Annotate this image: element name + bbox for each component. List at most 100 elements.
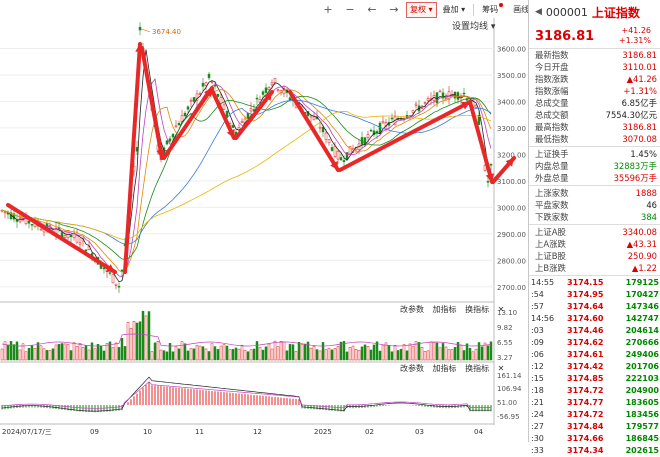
candle-body <box>276 89 280 91</box>
volume-bar <box>42 348 46 361</box>
volume-add-indicator-button[interactable]: 加指标 <box>432 305 457 314</box>
scroll-right-button[interactable]: → <box>389 3 399 16</box>
macd-edit-params-button[interactable]: 改参数 <box>400 364 424 373</box>
price-tick-label: 3600.00 <box>497 45 526 53</box>
volume-bar <box>192 348 196 361</box>
volume-bar <box>393 345 397 361</box>
volume-bar <box>132 320 136 361</box>
peak-value-label: 3674.40 <box>152 28 181 36</box>
tick-volume: 204900 <box>625 386 659 395</box>
volume-bar <box>36 342 40 361</box>
tick-price: 3174.60 <box>567 314 604 323</box>
trend-arrow-head <box>263 92 272 101</box>
volume-bar <box>438 347 442 361</box>
volume-bar <box>99 345 103 361</box>
set-moving-average-link[interactable]: 设置均线 ▾ <box>452 22 496 32</box>
kline-chart-svg[interactable]: 3600.00 3500.00 3400.00 3300.00 3200.00 3100.… <box>0 0 528 442</box>
prev-stock-icon[interactable]: ◀ <box>535 7 542 17</box>
macd-dea-line <box>1 381 491 409</box>
volume-bar <box>180 341 184 361</box>
time-axis-label: 09 <box>90 428 99 436</box>
ma120-line <box>1 110 492 240</box>
quote-header: ◀ 000001 上证指数 <box>529 0 660 24</box>
time-axis-label: 02 <box>365 428 374 436</box>
quote-row: 总成交额 7554.30亿元 <box>529 109 660 121</box>
candle-body <box>75 234 79 243</box>
volume-bar <box>381 344 385 361</box>
overlay-button[interactable]: 叠加 ▾ <box>442 5 466 14</box>
tick-time: 14:55 <box>531 278 555 287</box>
volume-bar <box>372 344 376 361</box>
adjust-button[interactable]: 复权 ▾ <box>406 2 437 18</box>
volume-bar <box>138 321 142 361</box>
tick-volume: 170427 <box>625 290 659 299</box>
candle-body <box>186 106 190 110</box>
scroll-left-button[interactable]: ← <box>367 3 377 16</box>
volume-bar <box>141 311 145 361</box>
tick-row: :06 3174.61 249406 <box>529 349 660 361</box>
volume-bar <box>456 342 460 361</box>
time-axis-label: 11 <box>195 428 204 436</box>
volume-bar <box>411 346 415 361</box>
volume-bar <box>201 346 205 361</box>
close-icon[interactable]: ✕ <box>497 364 505 373</box>
candle-body <box>255 97 259 100</box>
macd-add-indicator-button[interactable]: 加指标 <box>432 364 457 373</box>
macd-switch-indicator-button[interactable]: 换指标 <box>465 364 490 373</box>
volume-bar <box>408 343 412 361</box>
volume-bar <box>297 342 301 361</box>
price-tick-label: 2900.00 <box>497 231 526 239</box>
tick-price: 3174.77 <box>567 398 604 407</box>
trend-arrow <box>210 88 236 140</box>
volume-bar <box>300 344 304 361</box>
tick-volume: 142747 <box>625 314 659 323</box>
macd-tick-label: 51.00 <box>497 399 517 407</box>
volume-bar <box>324 349 328 361</box>
zoom-out-button[interactable]: − <box>345 3 355 16</box>
stock-name: 上证指数 <box>591 5 640 20</box>
tick-time: :18 <box>531 386 544 395</box>
price-tick-label: 3400.00 <box>497 98 526 106</box>
kline-chart-area[interactable]: 3600.00 3500.00 3400.00 3300.00 3200.00 3100.… <box>0 0 619 442</box>
volume-bar <box>291 344 295 361</box>
quote-row-label: 总成交量 <box>535 98 569 108</box>
volume-bar <box>387 345 391 361</box>
tick-volume: 183605 <box>625 398 659 407</box>
volume-bar <box>351 345 355 361</box>
tick-volume: 147346 <box>625 302 659 311</box>
volume-bar <box>213 346 217 361</box>
ma20-line <box>1 89 492 273</box>
tick-price: 3174.95 <box>567 290 604 299</box>
volume-bar <box>51 348 55 361</box>
draw-line-button[interactable]: 画线 <box>513 5 530 14</box>
candle-body <box>216 93 220 97</box>
volume-bar <box>489 341 493 361</box>
volume-switch-indicator-button[interactable]: 换指标 <box>465 305 490 314</box>
quote-row-value: 3110.01 <box>622 62 657 72</box>
quote-row-value: 32883万手 <box>613 161 657 171</box>
volume-bar <box>6 344 10 361</box>
volume-bar <box>357 350 361 361</box>
macd-tick-label: 161.14 <box>497 372 522 380</box>
volume-bar <box>255 341 259 361</box>
tick-list[interactable]: 14:55 3174.15 179125:54 3174.95 170427:57 317… <box>529 277 660 457</box>
quote-row-label: 下跌家数 <box>535 212 569 222</box>
quote-row: 上涨家数 1888 <box>529 187 660 199</box>
turnover-stats: 上证换手 1.45% 内盘总量 32883万手 外盘总量 35596万手 <box>529 148 660 184</box>
volume-tick-label: 13.10 <box>497 309 517 317</box>
volume-bar <box>3 341 7 361</box>
tick-price: 3174.61 <box>567 350 604 359</box>
trend-arrow-head <box>461 101 470 110</box>
volume-bar <box>126 321 130 361</box>
volume-bar <box>249 349 253 361</box>
volume-bar <box>219 345 223 361</box>
tick-volume: 222103 <box>625 374 659 383</box>
trend-arrow <box>123 42 142 274</box>
close-icon[interactable]: ✕ <box>497 305 505 314</box>
volume-edit-params-button[interactable]: 改参数 <box>400 305 424 314</box>
volume-bar <box>396 350 400 361</box>
volume-bar <box>327 347 331 361</box>
price-summary: 3186.81 +41.26 +1.31% <box>529 24 660 49</box>
zoom-in-button[interactable]: + <box>323 3 333 16</box>
chip-button[interactable]: 筹码 <box>478 2 507 18</box>
